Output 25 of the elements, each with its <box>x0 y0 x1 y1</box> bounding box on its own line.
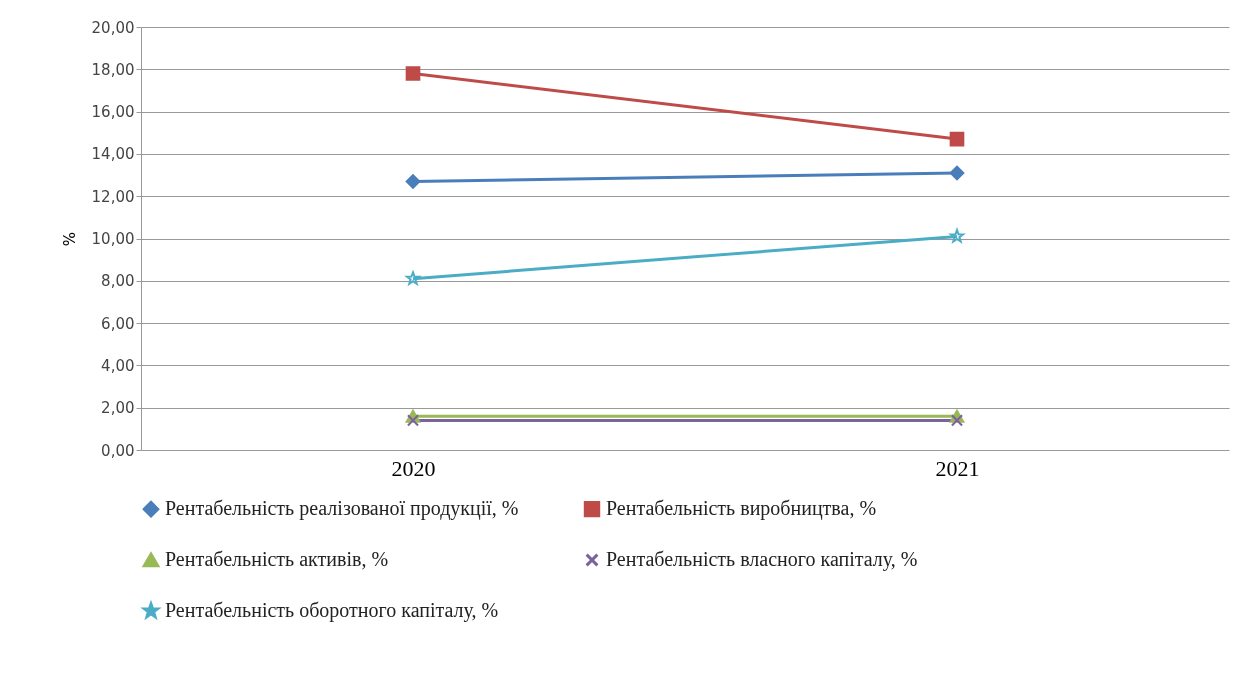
legend-label: Рентабельність виробництва, % <box>606 497 877 521</box>
y-tick-label: 4,00 <box>101 356 135 375</box>
y-tick-label: 2,00 <box>101 399 135 418</box>
point <box>949 165 965 181</box>
y-tick-label: 6,00 <box>101 314 135 333</box>
point <box>949 131 965 147</box>
x-tick-label: 2021 <box>935 455 980 481</box>
y-tick-label: 18,00 <box>91 60 135 79</box>
x-tick-label: 2020 <box>391 455 436 481</box>
point <box>405 174 421 189</box>
y-tick-label: 16,00 <box>91 103 135 122</box>
y-tick-label: 8,00 <box>101 272 135 291</box>
legend-label: Рентабельність власного капіталу, % <box>606 548 918 571</box>
legend-label: Рентабельність реалізованої продукції, % <box>165 497 519 521</box>
point <box>405 271 421 285</box>
legend-label: Рентабельність активів, % <box>165 548 389 570</box>
point <box>949 229 965 243</box>
y-tick-label: 0,00 <box>101 441 135 460</box>
y-axis-title: % <box>60 231 79 247</box>
point <box>405 66 421 81</box>
legend-label: Рентабельність оборотного капіталу, % <box>165 599 499 622</box>
y-tick-label: 10,00 <box>91 230 135 248</box>
y-tick-label: 12,00 <box>91 187 135 206</box>
y-tick-label: 14,00 <box>91 145 135 164</box>
y-tick-label: 20,00 <box>91 18 135 37</box>
